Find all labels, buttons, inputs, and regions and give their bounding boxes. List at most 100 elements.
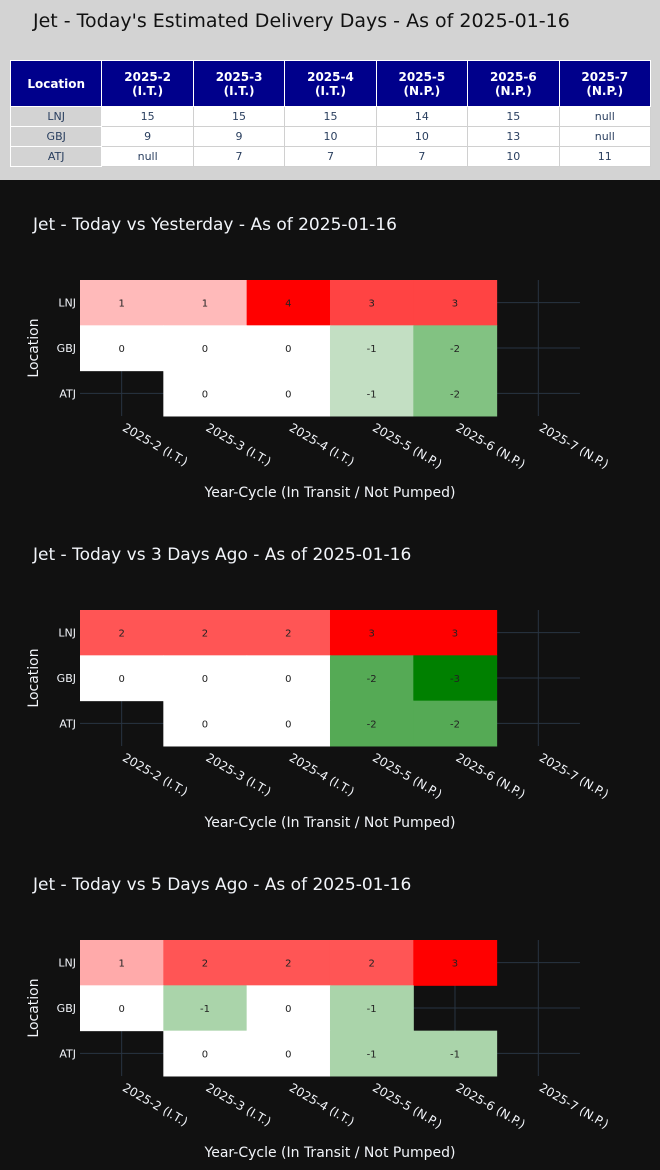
estimated-days-panel: Jet - Today's Estimated Delivery Days - … [0, 0, 660, 180]
cell-value-label: 0 [118, 1004, 124, 1015]
x-tick-label: 2025-7 (N.P.) [537, 750, 611, 801]
table-cell: null [558, 106, 652, 127]
cell-value-label: 4 [285, 299, 291, 310]
x-axis-title: Year-Cycle (In Transit / Not Pumped) [204, 1145, 456, 1161]
cell-value-label: 0 [285, 719, 291, 730]
heatmap-cell [163, 655, 248, 702]
cell-value-label: -1 [367, 344, 377, 355]
y-tick-label: GBJ [57, 342, 76, 355]
y-axis-title: Location [26, 648, 42, 707]
x-tick-label: 2025-2 (I.T.) [120, 1080, 190, 1129]
table-cell: 7 [375, 146, 469, 167]
chart-title: Jet - Today vs 3 Days Ago - As of 2025-0… [32, 545, 411, 565]
cell-value-label: -2 [450, 344, 460, 355]
cell-value-label: -2 [367, 674, 377, 685]
heatmap-cell [80, 655, 164, 702]
header-col: 2025-5 (N.P.) [375, 60, 469, 107]
page-title: Jet - Today's Estimated Delivery Days - … [33, 10, 570, 32]
heatmap-cell [413, 655, 498, 702]
cell-value-label: 2 [202, 959, 208, 970]
header-col: 2025-2 (I.T.) [101, 60, 194, 107]
heatmap-cell [329, 610, 414, 656]
header-col: 2025-3 (I.T.) [192, 60, 286, 107]
heatmap-cell [413, 370, 498, 417]
x-axis-title: Year-Cycle (In Transit / Not Pumped) [204, 485, 456, 501]
cell-value-label: 2 [368, 959, 374, 970]
heatmap-cell [246, 700, 331, 747]
x-tick-label: 2025-6 (N.P.) [453, 750, 527, 801]
cell-value-label: -2 [450, 389, 460, 400]
cell-value-label: 1 [202, 299, 208, 310]
table-cell: 7 [192, 146, 286, 167]
heatmap-cell [246, 280, 331, 326]
heatmap-today-vs-yesterday: 1 1 4 3 3 0 0 0 -1 -2 0 0 -1 -2 Jet - Today vs Yesterd… [26, 215, 611, 501]
cell-value-label: 0 [285, 1049, 291, 1060]
table-cell: 10 [467, 146, 560, 167]
table-cell: 15 [467, 106, 560, 127]
row-location: GBJ [9, 126, 103, 147]
table-cell: 10 [375, 126, 469, 147]
table-row: GBJ 9 9 10 10 13 null [9, 126, 652, 147]
table-cell: 10 [284, 126, 377, 147]
heatmap-cell [413, 280, 498, 326]
table-row: ATJ null 7 7 7 10 11 [9, 146, 652, 167]
heatmap-cell [246, 655, 331, 702]
heatmap-cell [163, 370, 248, 417]
table-cell: null [558, 126, 652, 147]
table-cell: null [101, 146, 194, 167]
heatmap-cell [163, 1030, 248, 1077]
x-tick-label: 2025-5 (N.P.) [370, 750, 444, 801]
heatmap-cell [413, 610, 498, 656]
heatmap-cell [413, 940, 498, 986]
heatmap-cell [413, 325, 498, 372]
x-tick-label: 2025-5 (N.P.) [370, 420, 444, 471]
x-tick-label: 2025-2 (I.T.) [120, 750, 190, 799]
chart-title: Jet - Today vs 5 Days Ago - As of 2025-0… [32, 875, 411, 895]
cell-value-label: -1 [200, 1004, 210, 1015]
table-cell: 7 [284, 146, 377, 167]
table-cell: 15 [101, 106, 194, 127]
cell-value-label: 3 [368, 299, 374, 310]
x-tick-label: 2025-7 (N.P.) [537, 420, 611, 471]
table-cell: 9 [192, 126, 286, 147]
x-tick-label: 2025-2 (I.T.) [120, 420, 190, 469]
x-tick-label: 2025-7 (N.P.) [537, 1080, 611, 1131]
y-tick-label: LNJ [58, 627, 76, 640]
y-tick-label: ATJ [59, 387, 76, 400]
cell-value-label: -1 [367, 1049, 377, 1060]
x-tick-label: 2025-6 (N.P.) [453, 1080, 527, 1131]
cell-value-label: 2 [118, 629, 124, 640]
x-tick-label: 2025-4 (I.T.) [287, 750, 357, 799]
table-cell: 15 [284, 106, 377, 127]
cell-value-label: -1 [367, 1004, 377, 1015]
cell-value-label: 1 [118, 299, 124, 310]
estimated-days-table: Location 2025-2 (I.T.) 2025-3 (I.T.) 2025-… [9, 60, 652, 167]
heatmap-cell [163, 280, 248, 326]
cell-value-label: 3 [452, 299, 458, 310]
header-col: 2025-7 (N.P.) [558, 60, 652, 107]
row-location: LNJ [9, 106, 103, 127]
x-tick-label: 2025-6 (N.P.) [453, 420, 527, 471]
heatmap-cell [329, 700, 414, 747]
heatmap-cell [163, 610, 248, 656]
heatmap-cell [329, 280, 414, 326]
heatmap-cell [163, 700, 248, 747]
heatmap-cell [80, 280, 164, 326]
table-row: LNJ 15 15 15 14 15 null [9, 106, 652, 127]
cell-value-label: 0 [285, 1004, 291, 1015]
header-col: 2025-6 (N.P.) [467, 60, 560, 107]
y-tick-label: ATJ [59, 717, 76, 730]
cell-value-label: 2 [285, 959, 291, 970]
heatmap-cell [80, 325, 164, 372]
heatmap-cell [329, 1030, 414, 1077]
heatmap-today-vs-3-days-ago: 2 2 2 3 3 0 0 0 -2 -3 0 0 -2 -2 Jet - Today vs 3 Days … [26, 545, 611, 831]
cell-value-label: 3 [452, 959, 458, 970]
table-cell: 9 [101, 126, 194, 147]
chart-title: Jet - Today vs Yesterday - As of 2025-01… [32, 215, 397, 235]
heatmap-cell [246, 325, 331, 372]
cell-value-label: 0 [118, 344, 124, 355]
table-cell: 13 [467, 126, 560, 147]
cell-value-label: 3 [368, 629, 374, 640]
heatmap-cell [329, 985, 414, 1032]
heatmap-cell [80, 940, 164, 986]
